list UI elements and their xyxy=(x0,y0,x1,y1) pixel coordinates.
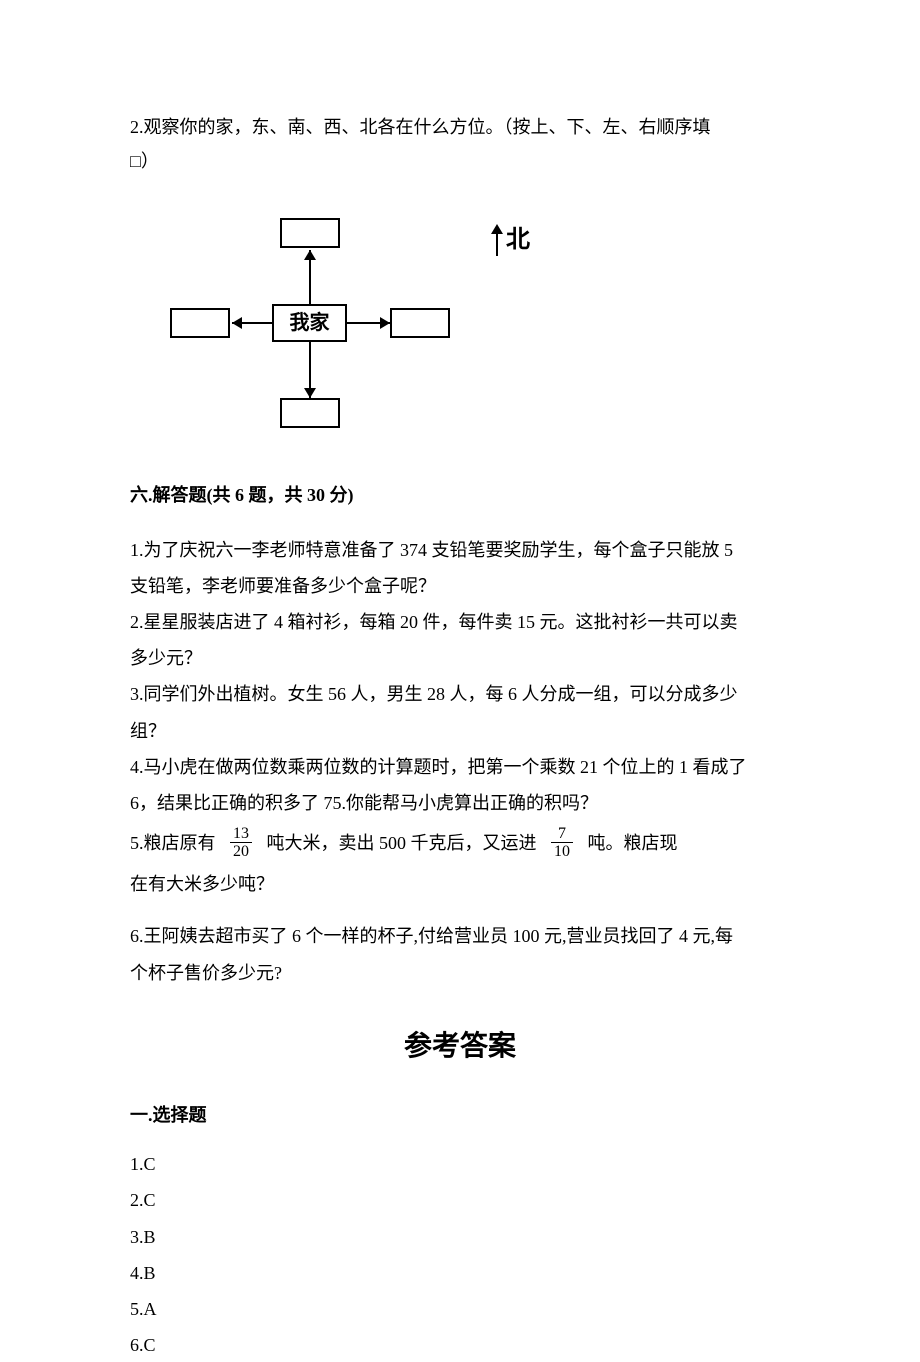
answer-item-2: 2.C xyxy=(130,1183,790,1217)
s6-q3-l1: 3.同学们外出植树。女生 56 人，男生 28 人，每 6 人分成一组，可以分成… xyxy=(130,677,790,711)
north-label: 北 xyxy=(506,218,530,264)
s6-q6-l2: 个杯子售价多少元? xyxy=(130,956,790,990)
s6-q6-l1: 6.王阿姨去超市买了 6 个一样的杯子,付给营业员 100 元,营业员找回了 4… xyxy=(130,919,790,953)
compass-grid: 我家 xyxy=(150,208,470,438)
frac1-num: 13 xyxy=(230,825,252,844)
s6-q3-l2: 组？ xyxy=(130,714,790,748)
north-indicator: 北 xyxy=(496,218,530,264)
arrow-left-icon xyxy=(232,317,242,329)
q5-mid: 吨大米，卖出 500 千克后，又运进 xyxy=(267,833,537,853)
answer-item-6: 6.C xyxy=(130,1328,790,1362)
section6-title: 六.解答题(共 6 题，共 30 分) xyxy=(130,478,790,512)
frac1-den: 20 xyxy=(230,843,252,861)
arrow-north-icon xyxy=(496,226,498,256)
s6-q5-l1: 5.粮店原有 13 20 吨大米，卖出 500 千克后，又运进 7 10 吨。粮… xyxy=(130,822,790,865)
direction-diagram: 北 我家 xyxy=(140,208,590,438)
answer-item-4: 4.B xyxy=(130,1256,790,1290)
q2-text-line2: □） xyxy=(130,144,790,178)
fraction-1: 13 20 xyxy=(230,825,252,861)
arrow-right-icon xyxy=(380,317,390,329)
box-center: 我家 xyxy=(272,304,347,342)
frac2-num: 7 xyxy=(551,825,573,844)
s6-q1-l2: 支铅笔，李老师要准备多少个盒子呢？ xyxy=(130,569,790,603)
s6-q4-l2: 6，结果比正确的积多了 75.你能帮马小虎算出正确的积吗？ xyxy=(130,786,790,820)
answer-item-5: 5.A xyxy=(130,1292,790,1326)
frac2-den: 10 xyxy=(551,843,573,861)
arrow-up-icon xyxy=(304,250,316,260)
q2-text-line1: 2.观察你的家，东、南、西、北各在什么方位。（按上、下、左、右顺序填 xyxy=(130,110,790,144)
fraction-2: 7 10 xyxy=(551,825,573,861)
s6-q1-l1: 1.为了庆祝六一李老师特意准备了 374 支铅笔要奖励学生，每个盒子只能放 5 xyxy=(130,533,790,567)
s6-q2-l2: 多少元？ xyxy=(130,641,790,675)
answer-item-3: 3.B xyxy=(130,1220,790,1254)
q5-suffix: 吨。粮店现 xyxy=(588,833,678,853)
box-bottom xyxy=(280,398,340,428)
answers-title: 参考答案 xyxy=(130,1020,790,1073)
q5-prefix: 5.粮店原有 xyxy=(130,833,216,853)
box-right xyxy=(390,308,450,338)
arrow-down-icon xyxy=(304,388,316,398)
answer-item-1: 1.C xyxy=(130,1147,790,1181)
box-top xyxy=(280,218,340,248)
s6-q2-l1: 2.星星服装店进了 4 箱衬衫，每箱 20 件，每件卖 15 元。这批衬衫一共可… xyxy=(130,605,790,639)
box-left xyxy=(170,308,230,338)
s6-q5-l2: 在有大米多少吨？ xyxy=(130,867,790,901)
s6-q4-l1: 4.马小虎在做两位数乘两位数的计算题时，把第一个乘数 21 个位上的 1 看成了 xyxy=(130,750,790,784)
answers-section1-title: 一.选择题 xyxy=(130,1098,790,1132)
